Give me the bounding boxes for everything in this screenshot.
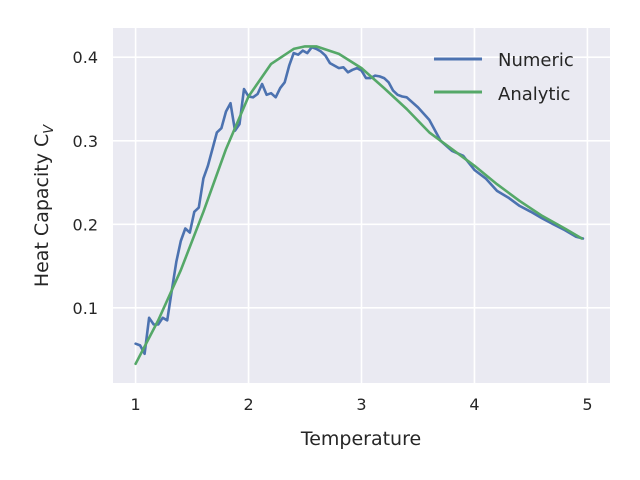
series-layer: [134, 45, 585, 366]
legend: Numeric Analytic: [434, 50, 574, 105]
y-axis-label-main: Heat Capacity C: [31, 134, 53, 287]
x-tick-label: 2: [243, 395, 253, 414]
y-axis-label-subscript: V: [42, 124, 57, 134]
legend-label-numeric: Numeric: [498, 50, 574, 71]
x-tick-label: 3: [356, 395, 366, 414]
x-tick-label: 4: [469, 395, 479, 414]
y-tick-label: 0.4: [73, 48, 98, 67]
series-line-analytic: [134, 45, 584, 366]
tick-labels: 1 2 3 4 5 0.1 0.2 0.3 0.4: [73, 48, 593, 414]
y-tick-label: 0.1: [73, 299, 98, 318]
x-tick-label: 5: [582, 395, 592, 414]
y-axis-label: Heat Capacity CV: [31, 124, 57, 287]
legend-label-analytic: Analytic: [498, 84, 570, 105]
y-tick-label: 0.2: [73, 215, 98, 234]
y-tick-label: 0.3: [73, 132, 98, 151]
x-axis-label: Temperature: [300, 428, 421, 450]
grid-lines: [113, 28, 610, 383]
x-tick-label: 1: [130, 395, 140, 414]
